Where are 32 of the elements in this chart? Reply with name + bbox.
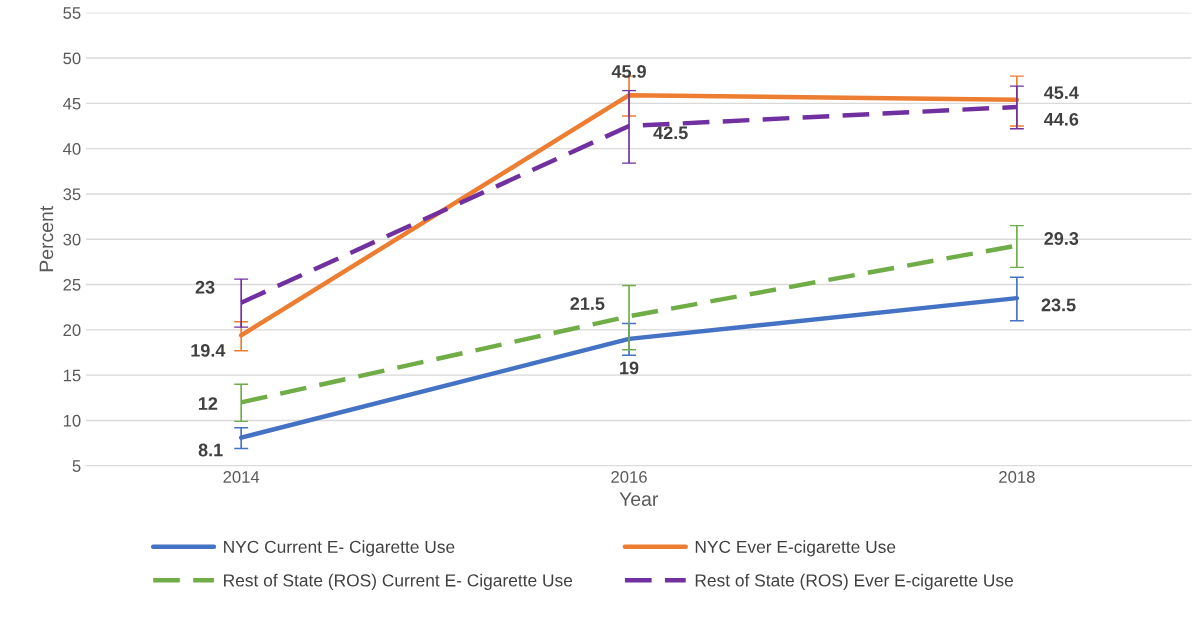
legend-label: Rest of State (ROS) Current E- Cigarette Use	[224, 573, 573, 590]
data-label: 29.3	[1044, 232, 1079, 245]
y-axis-title: Percent	[39, 205, 54, 272]
data-label: 12	[198, 397, 218, 410]
x-tick-label: 2016	[611, 471, 647, 483]
y-tick-label: 25	[63, 278, 81, 291]
x-axis-title: Year	[619, 492, 659, 506]
y-tick-label: 40	[63, 143, 81, 155]
data-label: 19	[620, 361, 639, 375]
y-tick-label: 5	[72, 460, 81, 472]
legend-label: NYC Ever E-cigarette Use	[695, 540, 896, 557]
data-label: 44.6	[1044, 112, 1079, 126]
data-label: 42.5	[653, 126, 688, 140]
data-label: 45.4	[1044, 86, 1079, 100]
y-tick-label: 30	[63, 233, 81, 246]
y-tick-label: 10	[63, 414, 81, 427]
data-label: 23.5	[1041, 298, 1076, 312]
legend-label: NYC Current E- Cigarette Use	[224, 540, 455, 557]
y-tick-label: 15	[63, 369, 81, 382]
data-label: 8.1	[198, 443, 223, 457]
y-tick-label: 55	[63, 7, 81, 19]
data-label: 21.5	[570, 297, 605, 310]
y-tick-label: 35	[63, 188, 81, 201]
data-label: 19.4	[191, 344, 226, 357]
data-label: 23	[195, 280, 215, 294]
data-label: 45.9	[611, 65, 646, 78]
y-tick-label: 50	[63, 52, 81, 65]
y-tick-label: 20	[63, 324, 81, 337]
x-tick-label: 2018	[999, 471, 1035, 483]
x-tick-label: 2014	[223, 471, 260, 483]
legend-label: Rest of State (ROS) Ever E-cigarette Use	[695, 573, 1013, 590]
y-tick-label: 45	[63, 97, 81, 110]
